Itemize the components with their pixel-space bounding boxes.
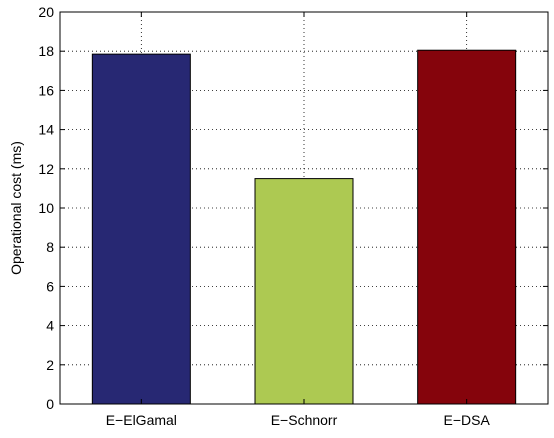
y-tick-label: 20 bbox=[38, 4, 54, 20]
y-tick-label: 0 bbox=[46, 396, 54, 412]
y-axis-label: Operational cost (ms) bbox=[8, 141, 24, 275]
bar-2 bbox=[254, 178, 354, 405]
y-tick-label: 2 bbox=[46, 357, 54, 373]
x-tick-label: E−DSA bbox=[444, 412, 491, 428]
y-axis-ticks: 0 2 4 6 8 10 12 14 16 18 20 bbox=[38, 4, 548, 412]
bar-3 bbox=[417, 49, 517, 405]
y-tick-label: 14 bbox=[38, 122, 54, 138]
y-tick-label: 8 bbox=[46, 239, 54, 255]
bars bbox=[91, 49, 517, 405]
x-axis-ticks: E−ElGamal E−Schnorr E−DSA bbox=[106, 12, 491, 428]
y-tick-label: 12 bbox=[38, 161, 54, 177]
bar-1 bbox=[91, 53, 191, 405]
y-tick-label: 18 bbox=[38, 43, 54, 59]
y-tick-label: 10 bbox=[38, 200, 54, 216]
y-tick-label: 4 bbox=[46, 318, 54, 334]
y-tick-label: 16 bbox=[38, 82, 54, 98]
x-tick-label: E−Schnorr bbox=[271, 412, 338, 428]
y-tick-label: 6 bbox=[46, 278, 54, 294]
x-tick-label: E−ElGamal bbox=[106, 412, 177, 428]
